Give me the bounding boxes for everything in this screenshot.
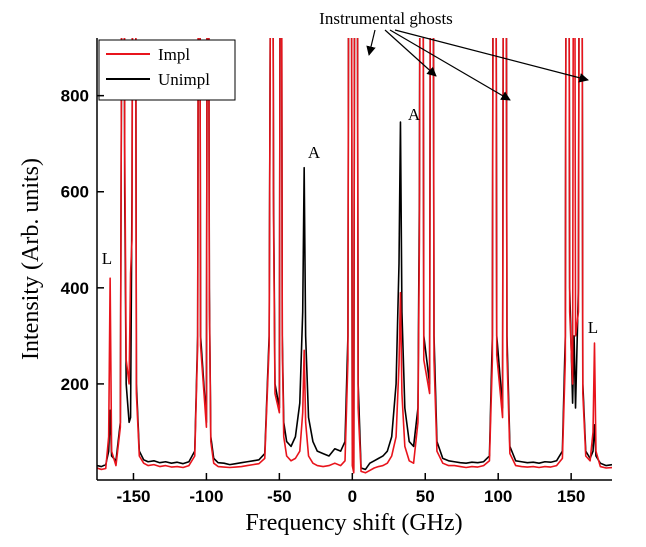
legend-label: Unimpl [158, 70, 210, 89]
annotation: A [408, 105, 421, 124]
x-tick-label: 50 [416, 487, 435, 506]
x-tick-label: 150 [557, 487, 585, 506]
annotation: L [102, 249, 112, 268]
annotation: L [588, 318, 598, 337]
arrow [389, 29, 511, 101]
y-tick-label: 600 [61, 183, 89, 202]
arrow [366, 29, 376, 56]
y-tick-label: 800 [61, 87, 89, 106]
x-tick-label: -150 [116, 487, 150, 506]
legend-box [98, 39, 236, 101]
annotation: A [308, 143, 321, 162]
x-axis-title: Frequency shift (GHz) [245, 510, 462, 536]
x-tick-label: -50 [267, 487, 292, 506]
x-tick-label: 0 [348, 487, 357, 506]
legend: Impl Unimpl [98, 39, 236, 101]
y-tick-label: 400 [61, 279, 89, 298]
arrow [394, 29, 589, 83]
plot-area [97, 38, 612, 474]
annotation-arrows [366, 29, 589, 101]
data-line [97, 38, 612, 472]
legend-label: Impl [158, 45, 190, 64]
annotation: Instrumental ghosts [319, 9, 453, 28]
arrow [384, 29, 437, 77]
data-line [97, 38, 612, 474]
y-tick-label: 200 [61, 375, 89, 394]
y-axis-title: Intensity (Arb. units) [18, 158, 44, 360]
x-tick-label: 100 [484, 487, 512, 506]
x-tick-label: -100 [189, 487, 223, 506]
